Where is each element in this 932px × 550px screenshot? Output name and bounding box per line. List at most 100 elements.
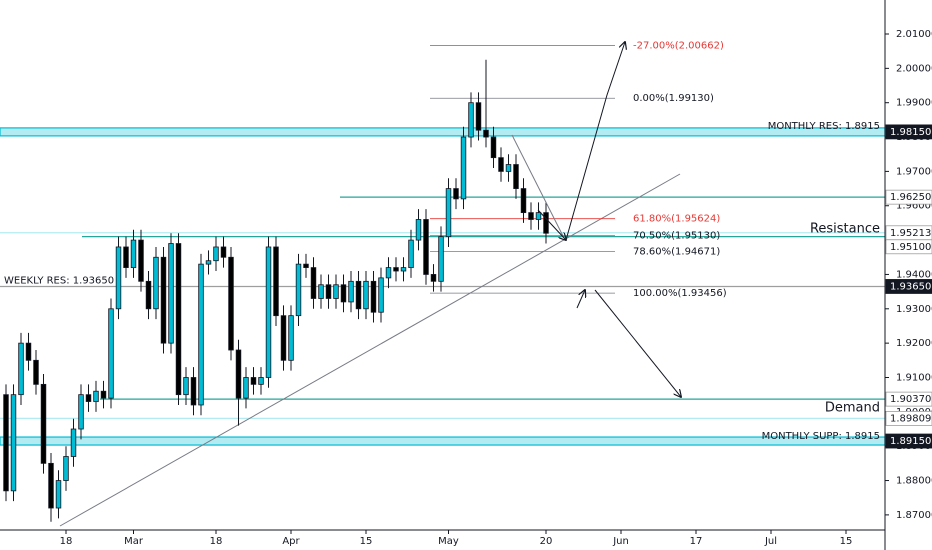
candle-body (363, 280, 369, 310)
level-note: MONTHLY SUPP: 1.8915 (762, 431, 880, 442)
candle-body (198, 263, 204, 406)
price-tag (885, 411, 932, 426)
candle-body (160, 256, 167, 344)
price-tag-label: 1.95100 (890, 242, 931, 253)
levels: MONTHLY RES: 1.8915 Resistance WEEKLY RES:… (0, 121, 886, 446)
candle-body (520, 188, 527, 214)
candle-body (100, 390, 107, 399)
candle-body (63, 456, 69, 481)
trend-line (59, 173, 681, 527)
candle-body (265, 246, 272, 378)
x-tick-label: 15 (360, 536, 373, 547)
candle-body (498, 157, 504, 172)
level-note: MONTHLY RES: 1.8915 (768, 121, 880, 132)
candle-body (93, 390, 99, 402)
price-tag-label: 1.95213 (890, 228, 931, 239)
candle-body (340, 284, 347, 303)
candle-body (243, 377, 249, 399)
price-tag-label: 1.93650 (890, 281, 931, 292)
price-tag (885, 239, 932, 255)
price-tag (885, 189, 932, 205)
arrow (537, 209, 566, 240)
candle-body (175, 243, 182, 396)
fib-label: 78.60%(1.94671) (633, 246, 720, 257)
candle-body (213, 246, 219, 262)
candle-body (490, 136, 497, 159)
candle-body (55, 480, 62, 509)
candle-body (400, 267, 407, 272)
x-tick-label: 18 (210, 536, 223, 547)
candle-body (130, 239, 137, 268)
y-tick-label: 1.97000 (896, 166, 932, 177)
candle-body (78, 394, 84, 430)
fib-label: 61.80%(1.95624) (633, 214, 720, 225)
candle-body (453, 188, 459, 200)
x-tick-label: 17 (690, 536, 703, 547)
price-tag-label: 1.90370 (890, 394, 931, 405)
arrow (565, 42, 625, 241)
candle-body (310, 267, 317, 299)
candle-body (483, 129, 489, 138)
candle-body (33, 359, 39, 385)
fib-label: 0.00%(1.99130) (633, 93, 714, 104)
candle-body (468, 102, 474, 138)
price-tag-label: 1.89809 (890, 413, 931, 424)
x-tick-label: 18 (60, 536, 73, 547)
price-tag (885, 391, 932, 407)
candle-body (288, 315, 294, 361)
candle-body (85, 394, 92, 402)
x-tick-label: Jun (612, 536, 629, 547)
fib-label: 70.50%(1.95130) (633, 231, 720, 242)
candle-body (258, 377, 264, 385)
y-tick-label: 2.00000 (896, 63, 932, 74)
y-tick-label: 1.87000 (896, 510, 932, 521)
candle-body (3, 394, 9, 492)
candle-body (370, 280, 377, 313)
candle-body (348, 280, 354, 303)
candle-body (543, 212, 549, 234)
time-axis-bg (0, 530, 885, 550)
candle-body (318, 284, 324, 299)
x-tick-label: 15 (840, 536, 853, 547)
candle-body (10, 394, 17, 492)
x-tick-label: Apr (282, 536, 300, 547)
candle-body (280, 315, 287, 361)
candle-body (18, 342, 24, 396)
price-tag-label: 1.89150 (890, 436, 931, 447)
candle-body (438, 236, 444, 282)
candle-body (393, 267, 399, 272)
candle-body (205, 260, 212, 265)
channel-line (511, 134, 565, 239)
candle-body (430, 274, 437, 282)
y-tick-label: 2.01000 (896, 29, 932, 40)
candle-body (168, 243, 174, 344)
level-note: Resistance (810, 221, 880, 236)
candle-body (220, 246, 227, 258)
candle-body (423, 219, 429, 275)
candle-body (250, 377, 257, 385)
candle-body (325, 284, 332, 299)
level-band (0, 127, 886, 137)
y-tick-label: 1.92000 (896, 338, 932, 349)
candle-body (460, 136, 467, 200)
level-note: Demand (825, 401, 880, 416)
axes: 1.870001.880001.890001.900001.910001.920… (60, 29, 932, 547)
price-tags: 1.98150 1.96250 1.95213 1.95100 1.93650 1.903… (885, 124, 932, 449)
candle-body (535, 212, 542, 220)
candle-body (445, 188, 452, 238)
candle-body (505, 164, 512, 172)
level-note: WEEKLY RES: 1.93650 (4, 275, 114, 286)
candle-body (235, 349, 242, 399)
y-tick-label: 1.91000 (896, 372, 932, 383)
y-tick-label: 1.94000 (896, 269, 932, 280)
candle-body (273, 246, 279, 317)
candle-body (385, 267, 392, 279)
candle-body (145, 280, 152, 310)
arrow (576, 290, 585, 309)
y-tick-label: 1.96000 (896, 201, 932, 212)
y-tick-label: 1.88000 (896, 476, 932, 487)
candle-body (25, 342, 32, 361)
x-tick-label: May (438, 536, 459, 547)
